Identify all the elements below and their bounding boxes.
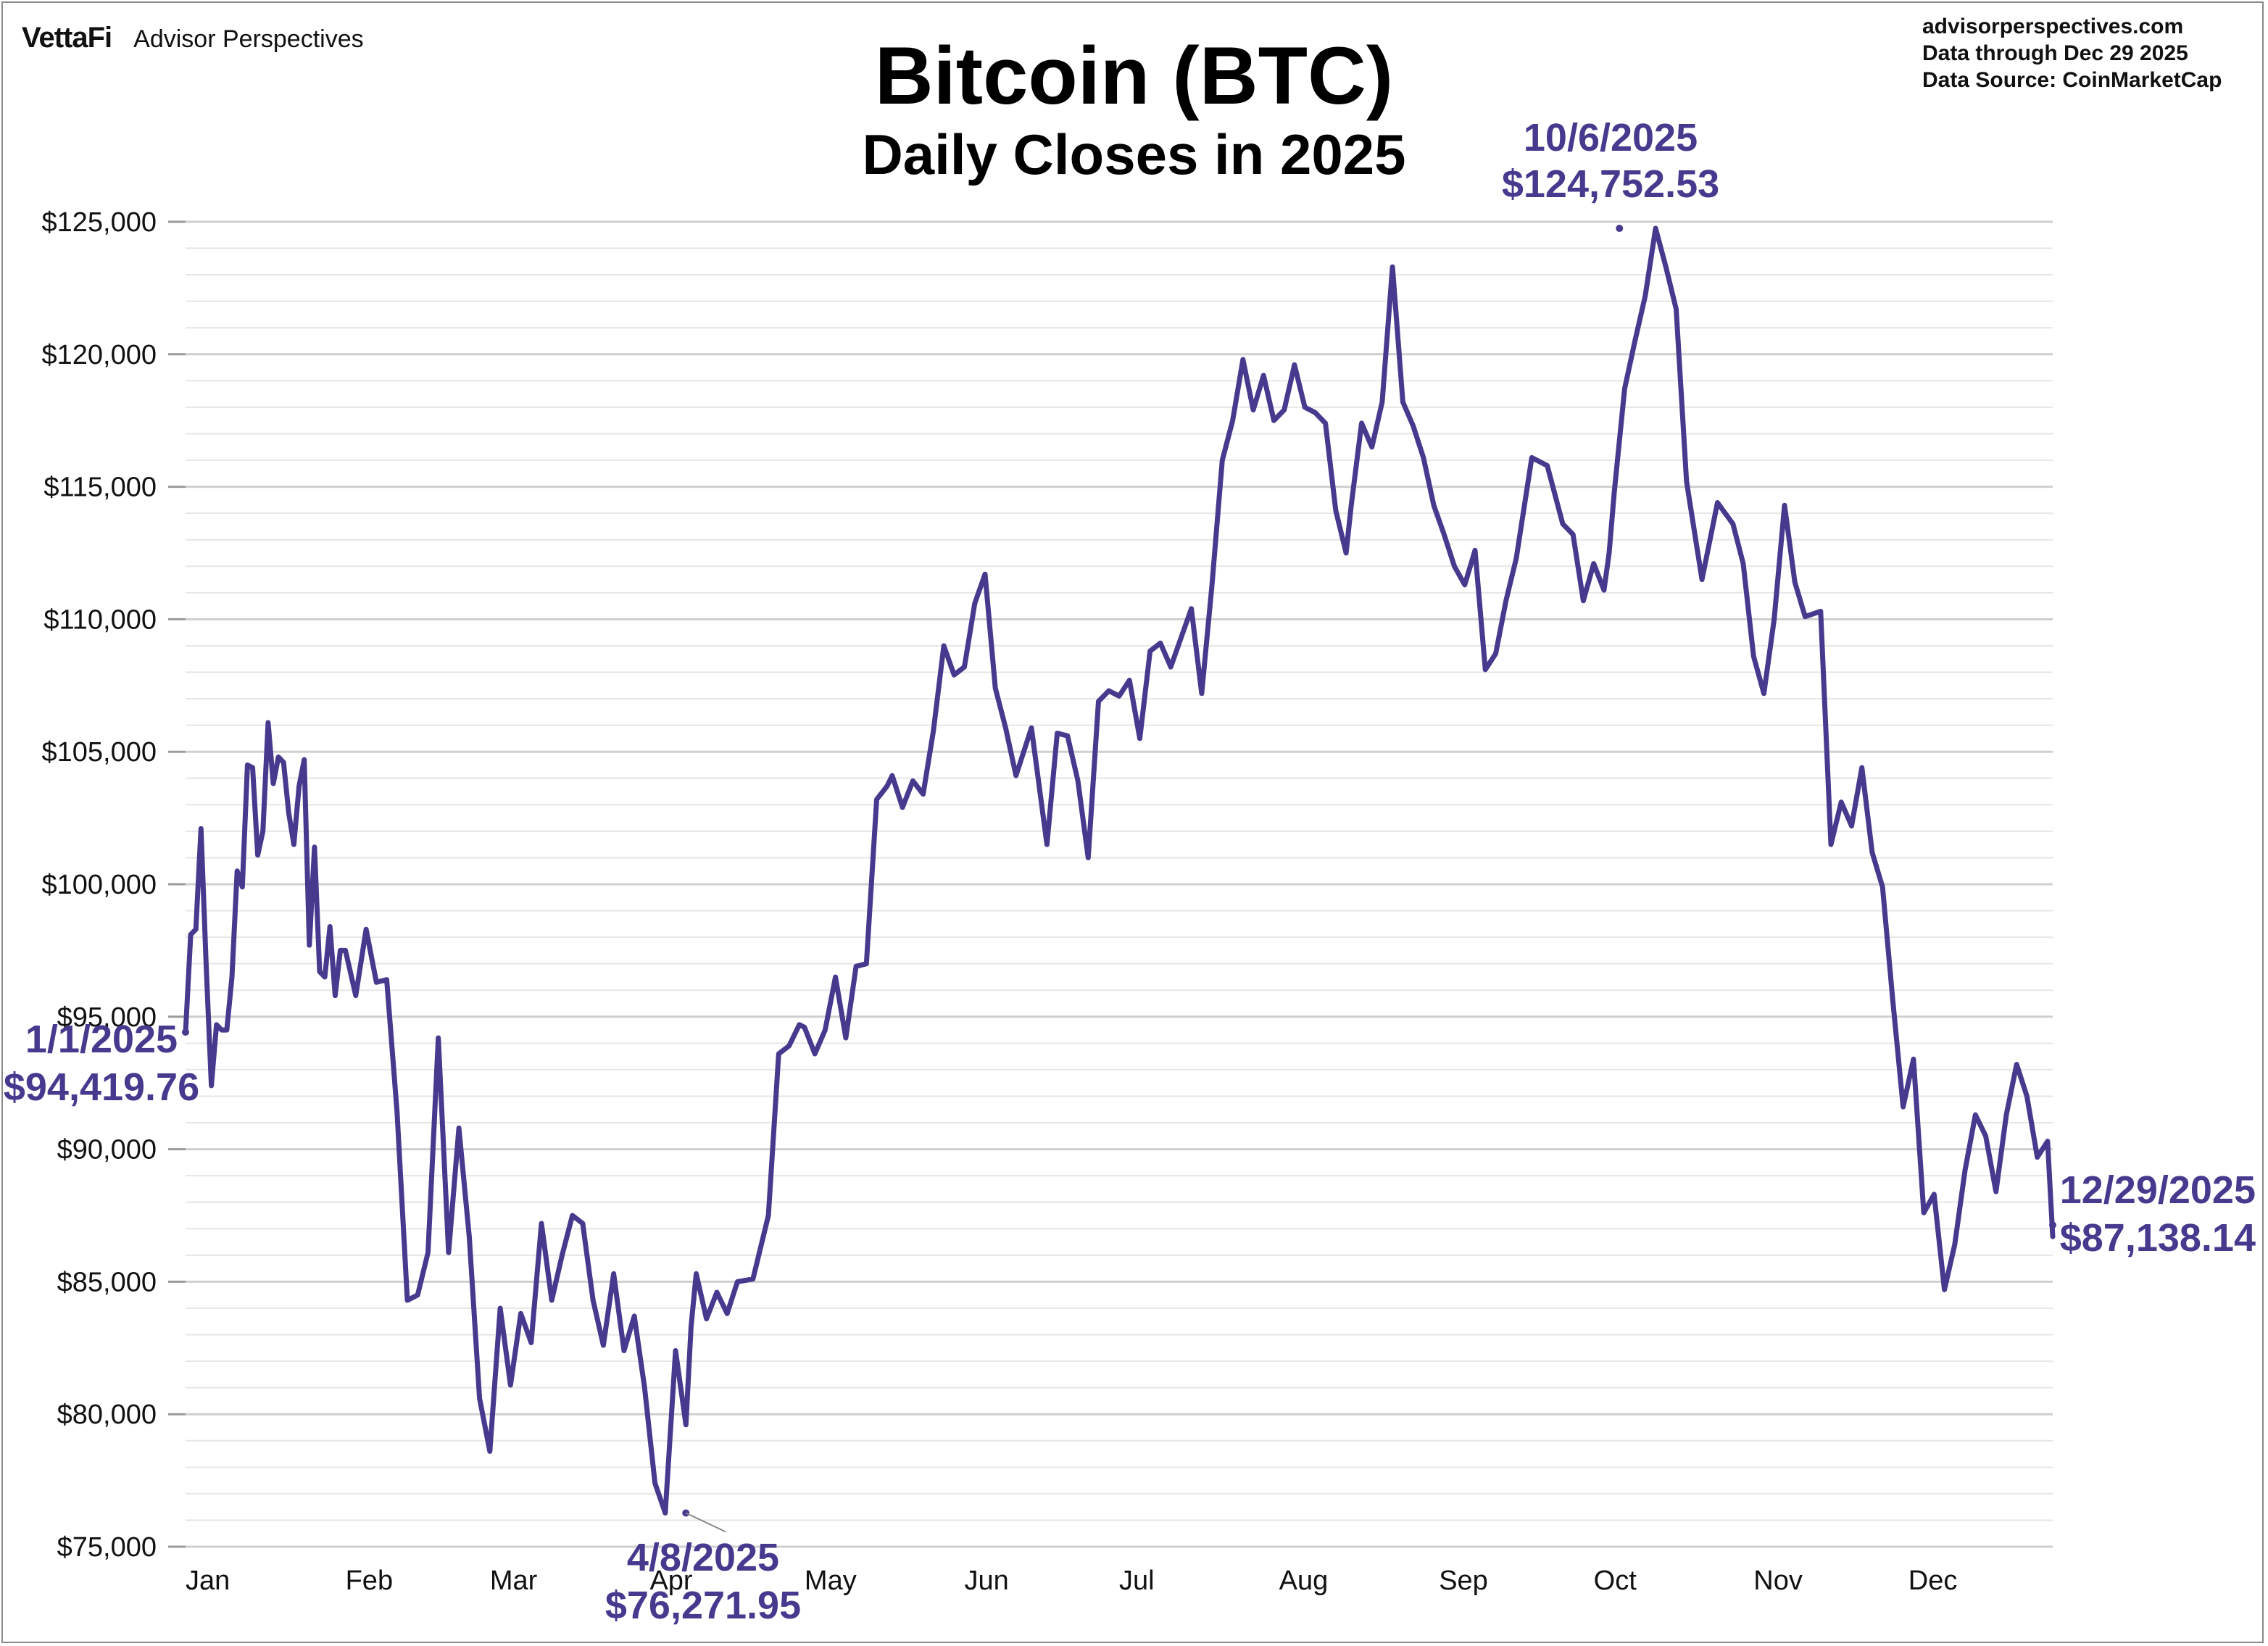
x-tick-label: Mar (490, 1566, 538, 1596)
x-tick-label: Dec (1908, 1566, 1958, 1596)
x-tick-label: Apr (649, 1566, 692, 1596)
annotation-date: 1/1/2025 (25, 1018, 178, 1061)
y-tick-label: $95,000 (57, 1002, 157, 1033)
y-tick-label: $75,000 (57, 1532, 157, 1563)
vettafi-logo: VettaFi (22, 22, 112, 54)
chart-subtitle: Daily Closes in 2025 (862, 122, 1406, 186)
gridlines (186, 220, 2053, 1548)
x-tick-label: Aug (1279, 1566, 1329, 1596)
annotation-point (1616, 225, 1624, 233)
y-tick-label: $100,000 (42, 870, 157, 900)
y-tick-label: $90,000 (57, 1135, 157, 1165)
x-tick-label: Oct (1594, 1566, 1637, 1596)
x-tick-label: Feb (346, 1566, 393, 1596)
y-tick-label: $120,000 (42, 340, 157, 370)
y-tick-label: $80,000 (57, 1400, 157, 1430)
data-source-label: Data Source: CoinMarketCap (1922, 68, 2222, 92)
annotation-date: 12/29/2025 (2060, 1168, 2256, 1212)
x-tick-label: Jun (965, 1566, 1009, 1596)
annotation-value: $124,752.53 (1502, 162, 1719, 206)
x-tick-label: May (805, 1566, 857, 1596)
y-tick-label: $115,000 (43, 473, 157, 503)
x-tick-label: Jul (1119, 1566, 1155, 1596)
x-tick-label: Nov (1753, 1566, 1803, 1596)
brand-header: VettaFi Advisor Perspectives (22, 22, 364, 54)
y-tick-label: $110,000 (43, 604, 157, 635)
annotation-point (182, 1028, 189, 1036)
site-label: advisorperspectives.com (1922, 14, 2184, 38)
y-tick-label: $125,000 (42, 207, 157, 238)
annotation-date: 10/6/2025 (1524, 116, 1698, 159)
x-axis-ticks: Jan Feb Mar Apr May Jun Jul Aug Sep Oct Nov Dec (186, 1566, 1957, 1596)
annotation-value: $94,419.76 (4, 1065, 199, 1109)
x-tick-label: Jan (186, 1566, 230, 1596)
y-tick-label: $85,000 (57, 1267, 157, 1297)
brand-name: Advisor Perspectives (133, 25, 364, 53)
annotation-date: 4/8/2025 (627, 1536, 779, 1579)
annotations: 1/1/2025$94,419.76 4/8/2025 $76,271.95 10/6… (4, 116, 2256, 1627)
series-group (183, 225, 2056, 1516)
annotation-leader (685, 1512, 726, 1533)
x-tick-label: Sep (1439, 1566, 1488, 1596)
y-tick-label: $105,000 (42, 737, 157, 768)
source-info: advisorperspectives.com Data through Dec… (1922, 13, 2222, 93)
chart-title: Bitcoin (BTC) (874, 30, 1394, 121)
y-axis-ticks: $75,000 $80,000 $85,000 $90,000 $95,000 $100,… (42, 207, 186, 1563)
annotation-point (2049, 1221, 2056, 1229)
annotation-value: $76,271.95 (605, 1584, 801, 1627)
annotation-value: $87,138.14 (2060, 1216, 2256, 1260)
btc-price-line (183, 225, 2056, 1516)
data-through-label: Data through Dec 29 2025 (1922, 41, 2188, 65)
